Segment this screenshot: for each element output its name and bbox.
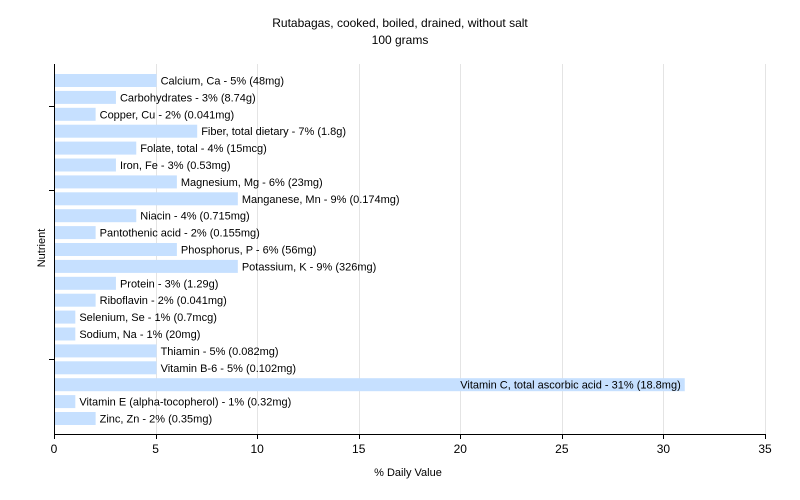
bar-labels: Calcium, Ca - 5% (48mg) Carbohydrates - 3…	[79, 76, 680, 426]
bar-label-11: Potassium, K - 9% (326mg)	[242, 261, 376, 273]
bar-label-1: Carbohydrates - 3% (8.74g)	[120, 92, 256, 104]
bar-label-20: Zinc, Zn - 2% (0.35mg)	[100, 414, 212, 426]
bar-13	[55, 293, 96, 307]
bar-16	[55, 344, 157, 358]
bar-label-18: Vitamin C, total ascorbic acid - 31% (18…	[460, 380, 681, 392]
bar-label-8: Niacin - 4% (0.715mg)	[140, 211, 249, 223]
bar-label-13: Riboflavin - 2% (0.041mg)	[100, 295, 227, 307]
bar-label-19: Vitamin E (alpha-tocopherol) - 1% (0.32m…	[79, 397, 291, 409]
bar-12	[55, 276, 116, 290]
bar-17	[55, 361, 157, 375]
bar-label-4: Folate, total - 4% (15mcg)	[140, 143, 267, 155]
bar-label-0: Calcium, Ca - 5% (48mg)	[161, 76, 284, 88]
bar-10	[55, 243, 177, 256]
bar-6	[55, 175, 177, 189]
chart-subtitle: 100 grams	[372, 33, 429, 47]
bar-5	[55, 158, 116, 172]
x-tick-label-0: 0	[51, 442, 58, 456]
bar-8	[55, 209, 137, 223]
bars	[55, 74, 685, 425]
bar-label-16: Thiamin - 5% (0.082mg)	[161, 346, 279, 358]
bar-14	[55, 310, 76, 324]
bar-7	[55, 192, 238, 206]
x-tick-label-3: 15	[352, 442, 366, 456]
bar-3	[55, 124, 198, 138]
bar-label-14: Selenium, Se - 1% (0.7mcg)	[79, 312, 217, 324]
bar-label-9: Pantothenic acid - 2% (0.155mg)	[100, 228, 260, 240]
bar-label-10: Phosphorus, P - 6% (56mg)	[181, 245, 317, 257]
bar-1	[55, 90, 116, 104]
x-tick-label-2: 10	[250, 442, 264, 456]
bar-20	[55, 412, 96, 425]
grid-lines	[156, 64, 766, 434]
bar-label-5: Iron, Fe - 3% (0.53mg)	[120, 160, 231, 172]
y-axis-title: Nutrient	[36, 229, 48, 268]
bar-4	[55, 141, 137, 155]
x-tick-label-5: 25	[555, 442, 569, 456]
bar-label-15: Sodium, Na - 1% (20mg)	[79, 329, 200, 341]
bar-19	[55, 395, 76, 409]
bar-11	[55, 259, 238, 273]
bar-2	[55, 107, 96, 121]
bar-9	[55, 226, 96, 240]
x-tick-label-7: 35	[758, 442, 772, 456]
bar-label-6: Magnesium, Mg - 6% (23mg)	[181, 177, 323, 189]
axes: 0 5 10 15 20 25 30 35	[49, 64, 772, 456]
bar-18	[55, 378, 685, 392]
x-axis-title: % Daily Value	[374, 467, 442, 479]
bar-label-7: Manganese, Mn - 9% (0.174mg)	[242, 194, 400, 206]
bar-15	[55, 327, 76, 341]
x-tick-label-1: 5	[152, 442, 159, 456]
bar-0	[55, 74, 157, 87]
x-tick-label-4: 20	[454, 442, 468, 456]
bar-label-3: Fiber, total dietary - 7% (1.8g)	[201, 126, 346, 138]
bar-label-12: Protein - 3% (1.29g)	[120, 278, 218, 290]
chart-title: Rutabagas, cooked, boiled, drained, with…	[272, 16, 528, 30]
bar-label-17: Vitamin B-6 - 5% (0.102mg)	[161, 363, 297, 375]
bar-label-2: Copper, Cu - 2% (0.041mg)	[100, 109, 235, 121]
x-tick-label-6: 30	[657, 442, 671, 456]
